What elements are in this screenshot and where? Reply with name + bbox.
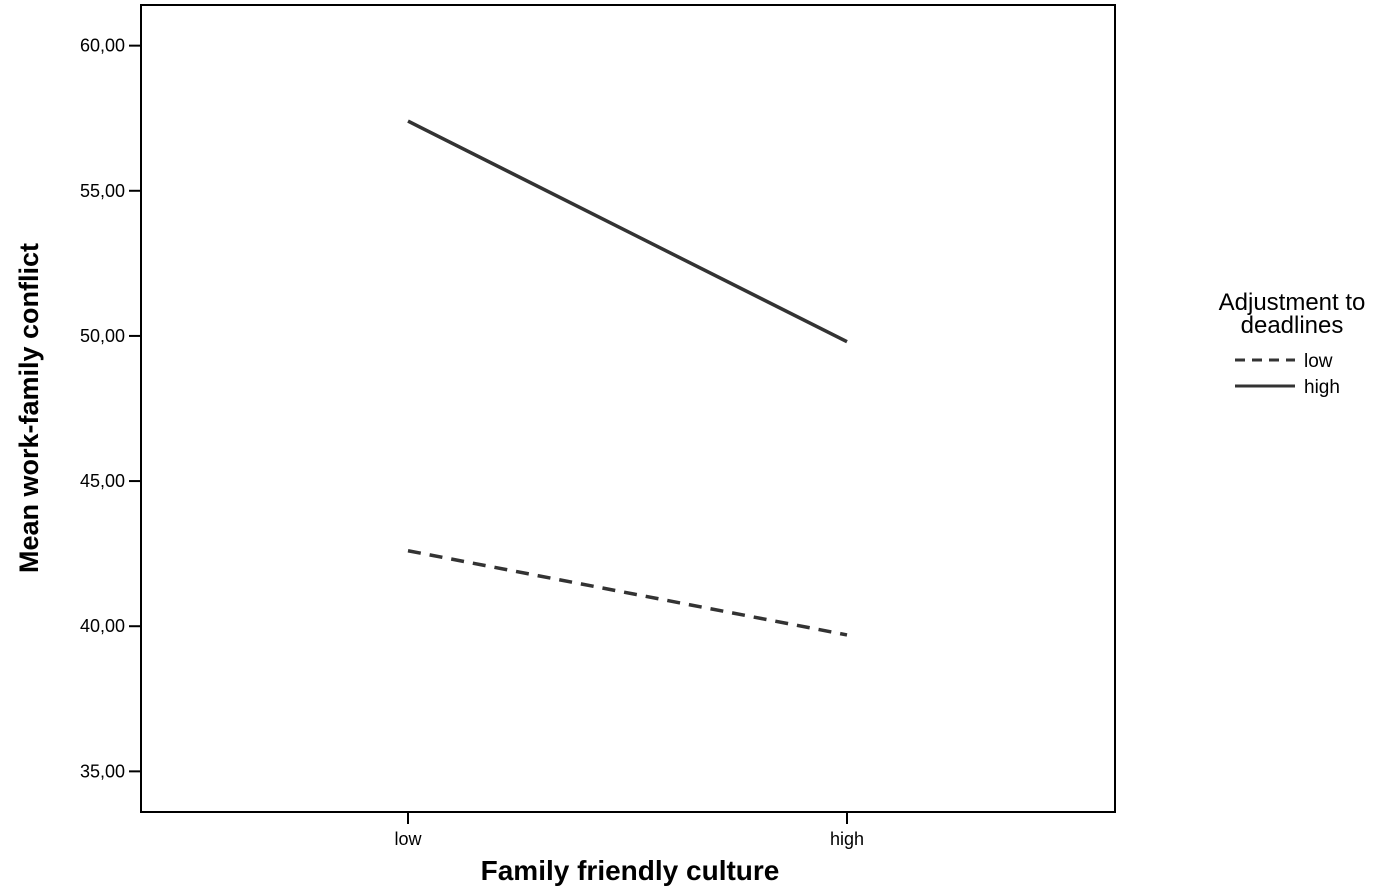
x-tick-label: low [394,829,422,849]
plot-frame [140,4,1116,813]
series-line-low [407,549,848,637]
y-tick-label: 55,00 [80,181,125,201]
x-tick-label: high [830,829,864,849]
legend-label-low: low [1304,351,1333,372]
series-layer [407,119,848,637]
y-axis-label: Mean work-family conflict [14,243,44,573]
y-tick-label: 40,00 [80,616,125,636]
legend-label-high: high [1304,377,1340,398]
legend-title-line1: Adjustment to [1219,289,1366,316]
x-axis: low high [394,812,864,849]
series-line-high [407,119,848,344]
y-tick-label: 45,00 [80,471,125,491]
y-tick-label: 60,00 [80,36,125,56]
legend: Adjustment to deadlines low high [1219,289,1366,398]
y-tick-label: 50,00 [80,326,125,346]
legend-title-line2: deadlines [1241,312,1344,339]
x-axis-label: Family friendly culture [481,855,780,886]
y-tick-label: 35,00 [80,761,125,781]
y-axis: 35,00 40,00 45,00 50,00 55,00 60,00 [80,36,141,781]
legend-items: low high [1235,351,1340,398]
